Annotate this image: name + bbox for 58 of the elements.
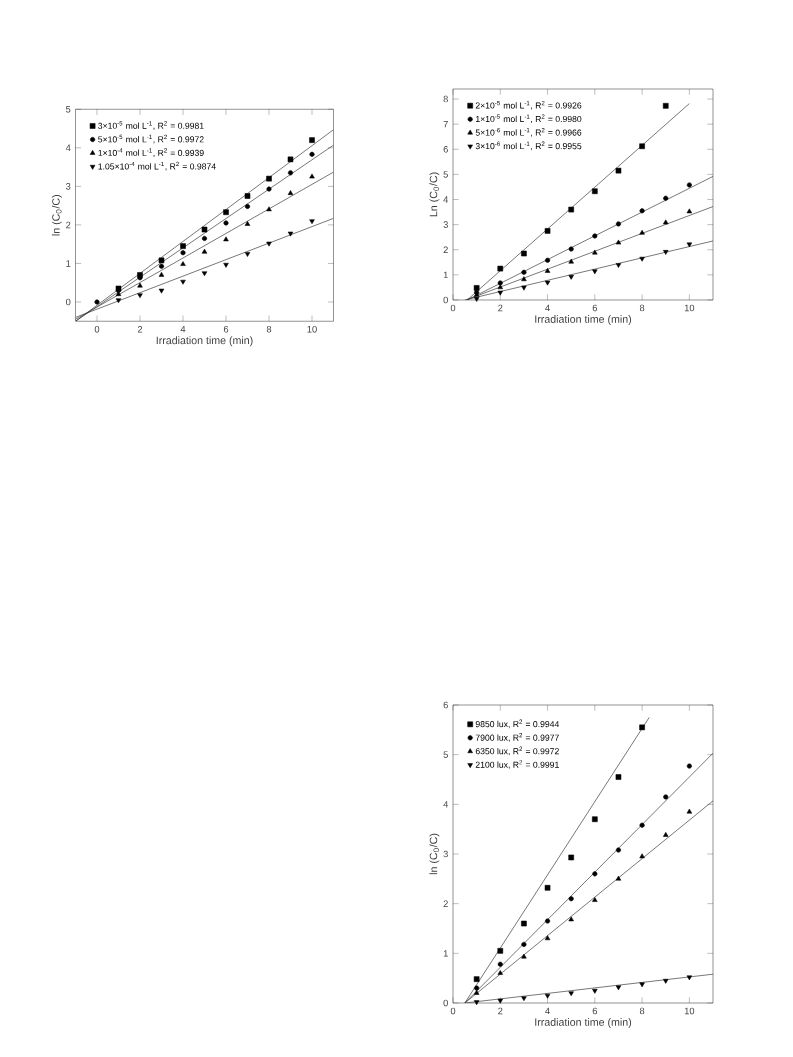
y-tick-label: 0 — [65, 298, 71, 306]
y-tick-label: 5 — [66, 106, 71, 113]
x-tick-label: 2 — [137, 325, 143, 333]
x-tick-label: 4 — [545, 304, 550, 312]
y-tick-label: 5 — [443, 171, 448, 178]
y-tick-label: 0 — [443, 999, 448, 1007]
legend-label: 1×10$^{-4}$ mol L$^{-1}$, R$^{2}$ = 0.9939 — [98, 148, 204, 157]
legend-label: 1.05×10$^{-4}$ mol L$^{-1}$, R$^{2}$ = 0.9874 — [98, 161, 216, 171]
legend-label: 5×10$^{-5}$ mol L$^{-1}$, R$^{2}$ = 0.9972 — [98, 134, 204, 144]
x-tick-label: 0 — [450, 1007, 456, 1015]
x-tick-label: 8 — [266, 325, 272, 333]
y-tick-label: 3 — [443, 221, 448, 228]
y-tick-label: 2 — [443, 246, 448, 253]
y-tick-label: 7 — [443, 120, 448, 128]
x-tick-label: 2 — [498, 1007, 503, 1015]
y-tick-label: 1 — [66, 260, 71, 267]
x-tick-label: 8 — [639, 304, 645, 312]
legend-label: 5×10$^{-6}$ mol L$^{-1}$, R$^{2}$ = 0.9966 — [475, 128, 582, 137]
x-tick-label: 0 — [94, 325, 100, 333]
x-tick-label: 8 — [639, 1007, 645, 1015]
legend-label: 3×10$^{-5}$ mol L$^{-1}$, R$^{2}$ = 0.9981 — [98, 121, 204, 130]
y-tick-label: 2 — [66, 221, 71, 229]
y-tick-label: 8 — [443, 95, 448, 103]
y-tick-label: 4 — [443, 196, 449, 203]
x-tick-label: 10 — [307, 325, 317, 333]
legend-label: 7900 lux, R$^{2}$ = 0.9977 — [475, 733, 559, 742]
legend-label: 6350 lux, R$^{2}$ = 0.9972 — [475, 746, 559, 756]
y-tick-label: 4 — [65, 144, 71, 152]
y-tick-label: 3 — [443, 850, 448, 858]
x-tick-label: 4 — [180, 325, 186, 333]
x-axis-title: Irradiation time (min) — [535, 315, 632, 325]
x-tick-label: 2 — [498, 304, 503, 312]
x-tick-label: 4 — [545, 1007, 550, 1015]
y-tick-label: 5 — [443, 751, 448, 758]
y-tick-label: 4 — [443, 801, 449, 808]
legend-label: 9850 lux, R$^{2}$ = 0.9944 — [475, 719, 560, 729]
y-tick-label: 6 — [443, 701, 448, 709]
x-tick-label: 10 — [684, 1007, 695, 1015]
legend-label: 2×10$^{-5}$ mol L$^{-1}$, R$^{2}$ = 0.9926 — [475, 100, 582, 110]
x-tick-label: 6 — [223, 325, 229, 333]
y-tick-label: 6 — [443, 146, 448, 153]
x-tick-label: 6 — [592, 304, 597, 312]
x-tick-label: 6 — [592, 1007, 597, 1015]
y-tick-label: 1 — [443, 271, 448, 279]
y-tick-label: 1 — [443, 950, 448, 957]
x-tick-label: 10 — [684, 304, 695, 312]
legend-label: 1×10$^{-5}$ mol L$^{-1}$, R$^{2}$ = 0.9980 — [476, 114, 582, 124]
y-axis-title: ln (C$_{0}$/C) — [51, 195, 62, 236]
x-axis-title: Irradiation time (min) — [535, 1018, 632, 1028]
y-tick-label: 3 — [65, 183, 71, 190]
legend-label: 3×10$^{-6}$ mol L$^{-1}$, R$^{2}$ = 0.9955 — [475, 141, 582, 151]
y-axis-title: ln (C$_{0}$/C) — [429, 833, 440, 875]
x-axis-title: Irradiation time (min) — [156, 336, 253, 347]
legend-label: 2100 lux, R$^{2}$ = 0.9991 — [475, 760, 559, 769]
y-axis-title: Ln (C$_{0}$/C) — [429, 172, 440, 217]
x-tick-label: 0 — [450, 304, 456, 312]
y-tick-label: 0 — [443, 296, 448, 304]
y-tick-label: 2 — [443, 900, 448, 907]
